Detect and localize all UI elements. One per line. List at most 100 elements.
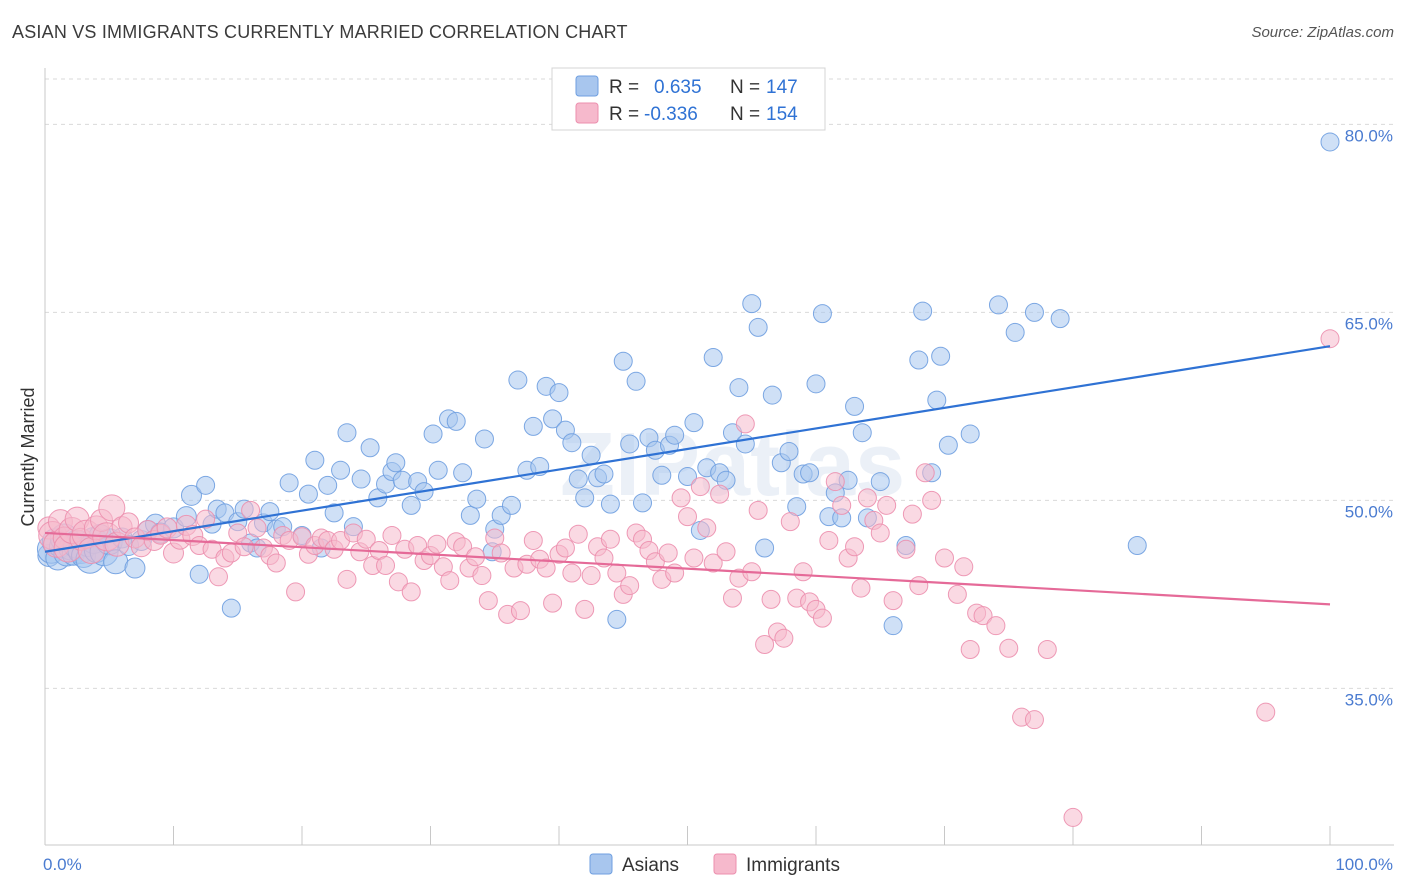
immigrant-point [594, 548, 614, 568]
asian-point [1127, 535, 1147, 555]
immigrants-r-label: R = [609, 104, 639, 125]
immigrant-point [761, 589, 781, 609]
immigrant-point [748, 500, 768, 520]
immigrants-bottom-swatch [713, 853, 737, 875]
immigrant-point [98, 494, 126, 522]
immigrant-point [266, 553, 286, 573]
asian-point [600, 494, 620, 514]
immigrant-point [703, 553, 723, 573]
asian-point [523, 416, 543, 436]
asian-point [607, 609, 627, 629]
asian-point [180, 484, 202, 506]
asian-point [678, 467, 697, 487]
asian-point [633, 493, 653, 513]
immigrant-point [735, 414, 755, 434]
chart-title: ASIAN VS IMMIGRANTS CURRENTLY MARRIED CO… [12, 22, 628, 42]
asian-point [508, 370, 528, 390]
source-credit: Source: ZipAtlas.com [1251, 24, 1394, 41]
immigrant-point [722, 588, 742, 608]
immigrant-point [543, 593, 563, 613]
immigrant-point [774, 628, 794, 648]
asian-point [652, 465, 672, 485]
asian-point [221, 598, 241, 618]
immigrant-point [536, 558, 556, 578]
immigrant-point [620, 576, 640, 596]
asian-point [870, 472, 890, 492]
immigrant-point [684, 548, 704, 568]
asian-point [428, 460, 448, 480]
immigrant-point [658, 543, 678, 563]
y-tick-label: 35.0% [1345, 690, 1393, 709]
asian-point [474, 429, 494, 449]
asian-point [1050, 309, 1070, 329]
asian-point [305, 450, 325, 470]
asian-point [779, 441, 799, 461]
immigrant-point [780, 512, 800, 532]
immigrant-point [986, 616, 1006, 636]
immigrant-point [851, 578, 871, 598]
immigrant-point [954, 557, 974, 577]
asian-point [386, 453, 406, 473]
asian-point [620, 434, 640, 454]
y-tick-labels: 35.0% 50.0% 65.0% 80.0% [1345, 126, 1393, 709]
immigrant-point [376, 556, 396, 576]
immigrant-point [241, 500, 261, 520]
asian-point [543, 409, 563, 429]
x-tick-label-max: 100.0% [1335, 855, 1393, 874]
asian-point [988, 295, 1008, 315]
immigrant-point [883, 591, 903, 611]
asians-r-label: R = [609, 77, 639, 98]
asian-point [581, 445, 601, 465]
asian-point [883, 616, 903, 636]
immigrant-point [947, 584, 967, 604]
y-axis-title: Currently Married [18, 387, 38, 526]
immigrant-point [819, 530, 839, 550]
immigrant-point [234, 537, 254, 557]
immigrant-point [523, 530, 543, 550]
asian-point [909, 350, 929, 370]
immigrant-point [755, 634, 775, 654]
immigrants-legend-label: Immigrants [746, 855, 840, 876]
immigrant-point [555, 538, 575, 558]
asian-point [446, 411, 466, 431]
immigrants-legend-swatch [575, 102, 599, 124]
immigrant-point [960, 639, 980, 659]
immigrant-point [710, 484, 730, 504]
asian-point [729, 378, 749, 398]
immigrant-point [793, 562, 813, 582]
immigrant-point [1063, 807, 1083, 827]
asian-point [594, 464, 614, 484]
immigrant-point [562, 563, 582, 583]
immigrant-point [857, 488, 877, 508]
immigrant-point [922, 490, 942, 510]
immigrant-point [510, 601, 530, 621]
asian-point [562, 433, 582, 453]
asian-point [703, 347, 723, 367]
immigrant-point [690, 477, 710, 497]
asian-point [196, 475, 216, 495]
asian-point [812, 304, 832, 324]
asian-point [351, 469, 371, 489]
asian-point [755, 538, 775, 558]
asians-legend-swatch [575, 75, 599, 97]
asians-n-label: N = [730, 77, 760, 98]
asian-point [124, 557, 146, 579]
immigrant-point [716, 542, 736, 562]
series-legend: Asians Immigrants [589, 853, 840, 876]
immigrant-point [909, 576, 929, 596]
asian-point [331, 460, 351, 480]
immigrant-point [568, 524, 588, 544]
asian-point [806, 374, 826, 394]
immigrant-point [832, 495, 852, 515]
immigrant-point [1320, 329, 1340, 349]
immigrant-point [337, 569, 357, 589]
asian-point [189, 564, 209, 584]
asian-point [467, 489, 487, 509]
immigrant-point [935, 548, 954, 568]
asian-point [453, 463, 473, 483]
asian-point [960, 424, 980, 444]
asians-legend-label: Asians [622, 855, 679, 876]
x-axis-ticks [173, 826, 1331, 845]
immigrant-point [286, 582, 306, 602]
